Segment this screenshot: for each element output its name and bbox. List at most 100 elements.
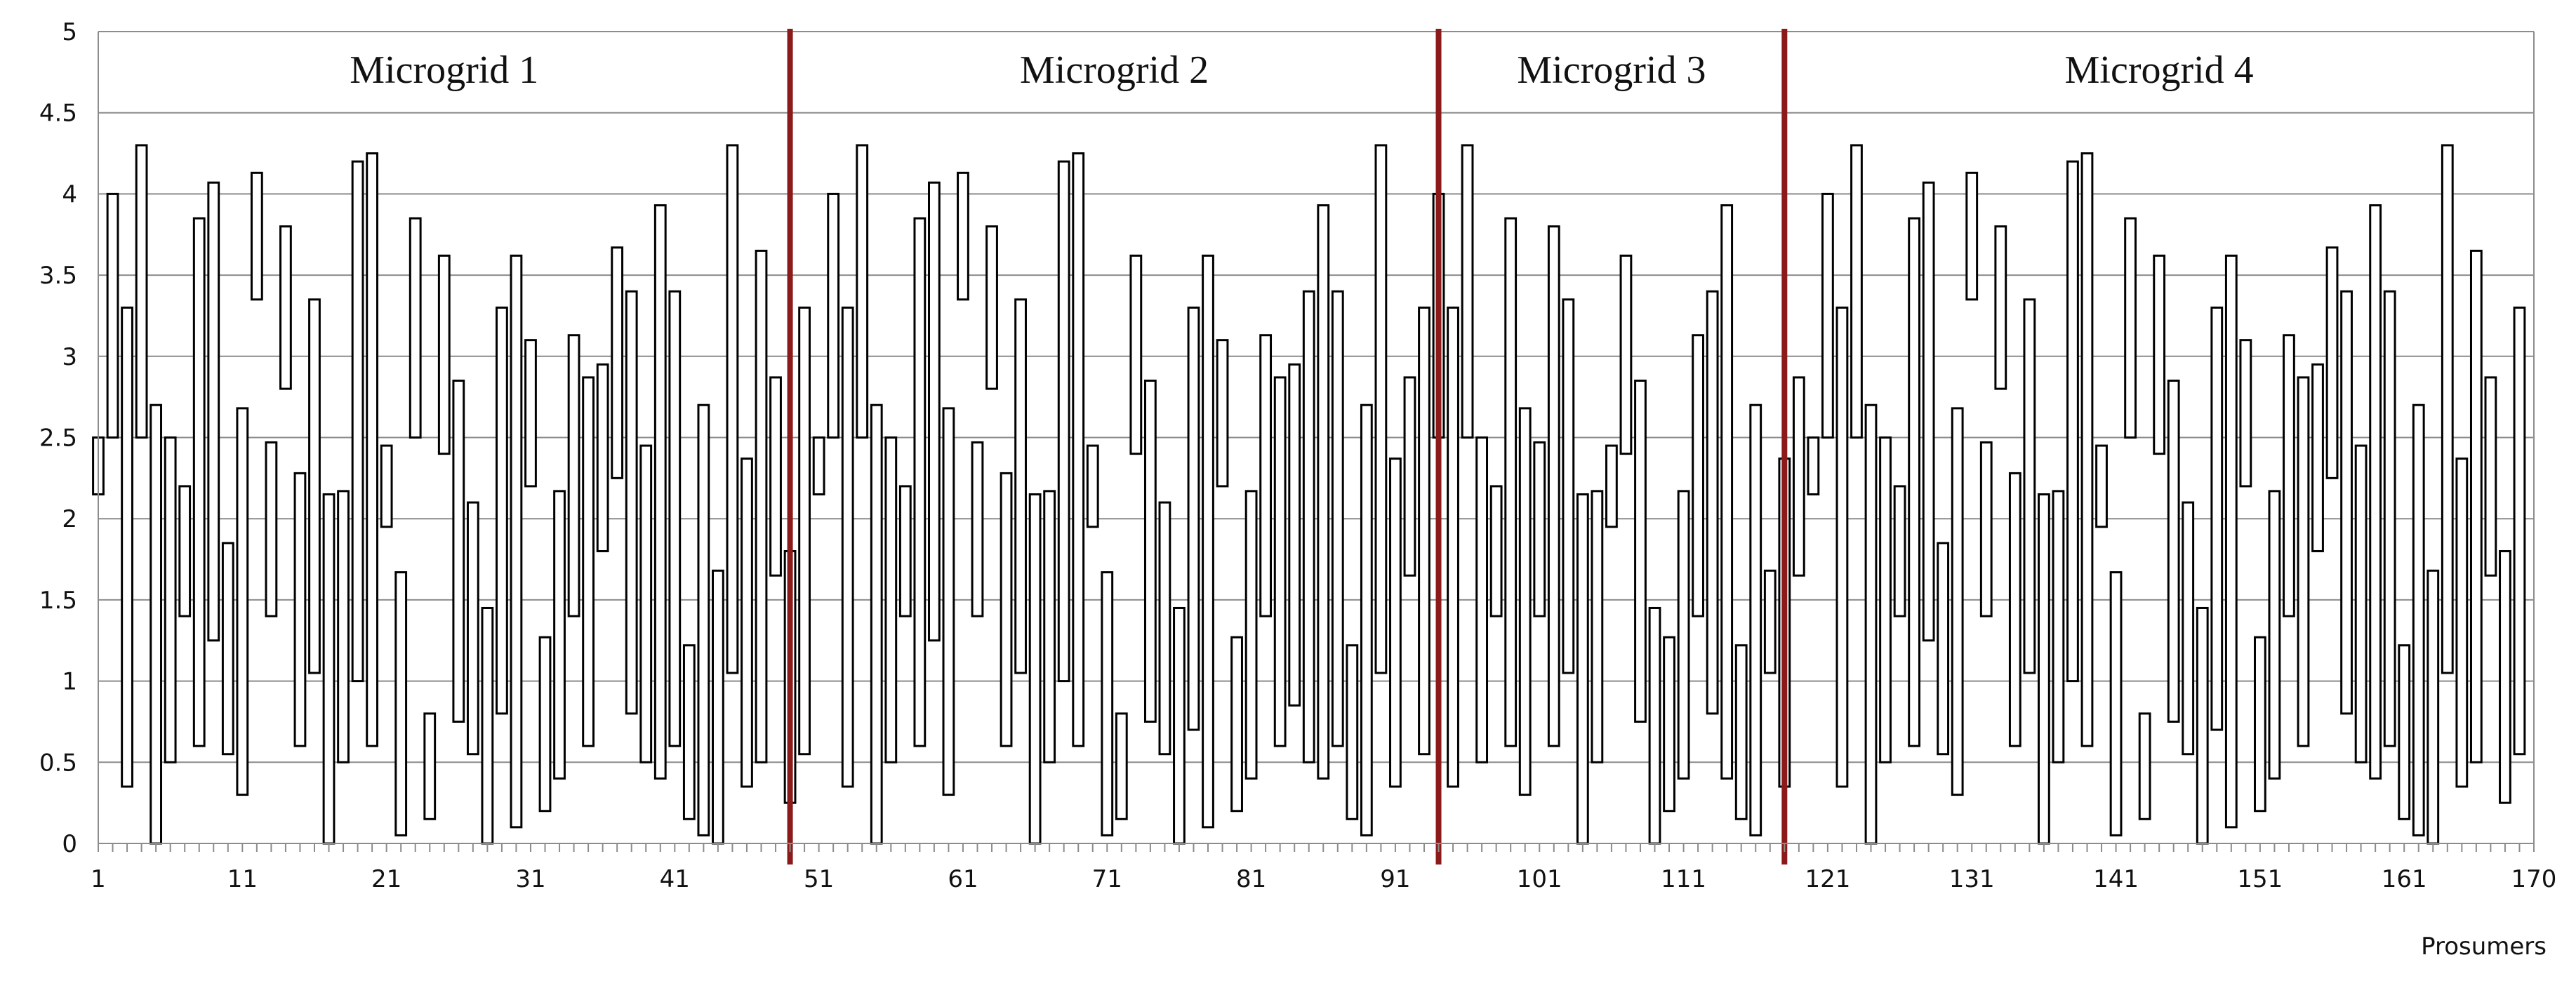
range-bar [1937, 542, 1950, 756]
y-tick-label: 3 [62, 343, 77, 371]
x-tick-label: 101 [1517, 865, 1562, 893]
range-bar [2469, 249, 2483, 763]
range-bar [265, 441, 278, 618]
y-tick-label: 3.5 [39, 262, 77, 290]
range-bar [481, 606, 494, 845]
x-tick-label: 51 [804, 865, 834, 893]
y-tick-label: 5 [62, 18, 77, 46]
range-bar [1216, 339, 1229, 488]
range-bar [1807, 436, 1820, 495]
range-bar [1043, 490, 1056, 763]
range-bar [2138, 712, 2151, 820]
range-bar [2398, 644, 2411, 820]
range-bar [1447, 306, 1459, 788]
range-bar [1605, 444, 1618, 528]
range-bar [1504, 217, 1518, 747]
range-bar [221, 542, 234, 756]
range-bar [293, 472, 307, 747]
range-bar [437, 254, 451, 455]
x-tick-label: 81 [1236, 865, 1266, 893]
range-bar [2038, 493, 2050, 845]
range-bar [2023, 298, 2036, 674]
range-bar [1835, 306, 1849, 788]
range-bar [1706, 290, 1719, 715]
range-bar [596, 363, 609, 552]
range-bar [279, 225, 292, 390]
range-bar [2340, 290, 2353, 715]
range-bar [639, 444, 653, 763]
range-bar [1028, 493, 1042, 845]
range-bar [898, 485, 912, 618]
labels-layer: Microgrid 1 Microgrid 2 Microgrid 3 Microgr… [350, 48, 2547, 961]
range-bar [884, 436, 898, 763]
range-bar [1072, 152, 1085, 747]
range-bar [1158, 501, 1171, 756]
range-bar [1979, 441, 1993, 618]
range-bar [653, 204, 667, 780]
range-bar [2052, 490, 2065, 763]
x-tick-label: 61 [948, 865, 978, 893]
y-tick-label: 0 [62, 830, 77, 858]
range-bar [1720, 204, 1734, 780]
range-bar [1374, 144, 1388, 674]
range-bar [524, 339, 537, 488]
range-bar [1677, 490, 1690, 780]
range-bar [1908, 217, 1920, 747]
range-bar [1648, 606, 1661, 845]
range-bar [841, 306, 854, 788]
range-bar [2499, 549, 2511, 804]
range-bar [2080, 152, 2094, 747]
range-bar [856, 144, 869, 439]
range-bar [913, 217, 927, 747]
range-bar [1346, 644, 1359, 820]
range-bar [1143, 380, 1157, 723]
range-bar [178, 485, 192, 618]
range-bar [1101, 571, 1114, 836]
range-bar [1576, 493, 1589, 845]
range-bar [1562, 298, 1575, 674]
range-bar [1749, 403, 1762, 836]
range-bar [1965, 171, 1979, 301]
range-bar [337, 490, 350, 763]
y-tick-label: 1.5 [39, 587, 77, 615]
range-bar [2066, 160, 2079, 683]
range-bar [2182, 501, 2195, 756]
range-bar [1129, 254, 1143, 455]
range-bar [106, 192, 119, 439]
range-bar [1360, 403, 1373, 836]
range-bar [697, 403, 710, 836]
range-bar [423, 712, 437, 820]
range-bar [1634, 380, 1647, 723]
range-bar [812, 436, 825, 495]
range-bar [250, 171, 263, 301]
dividers-layer [787, 29, 1788, 864]
range-bar [380, 444, 393, 528]
range-bar [1533, 441, 1546, 618]
range-bar [1000, 472, 1013, 747]
range-bar [2297, 376, 2310, 747]
x-tick-label: 131 [1949, 865, 1995, 893]
range-bar [2008, 472, 2021, 747]
range-bar [1475, 436, 1489, 763]
range-bar [2484, 376, 2497, 577]
range-bar [308, 298, 321, 674]
range-bar [1547, 225, 1560, 747]
range-bar [2239, 339, 2252, 488]
y-tick-label: 2.5 [39, 425, 77, 453]
x-tick-label: 21 [371, 865, 401, 893]
microgrid-label: Microgrid 3 [1517, 48, 1706, 92]
range-bar [2455, 458, 2469, 788]
x-tick-label: 151 [2237, 865, 2283, 893]
range-bar [409, 217, 422, 439]
range-bar [2224, 254, 2238, 829]
range-bar [553, 490, 566, 780]
range-bar [2441, 144, 2454, 674]
range-bar [207, 181, 220, 642]
range-bar [625, 290, 638, 715]
range-bar [1619, 254, 1633, 455]
range-bar [1331, 290, 1344, 747]
y-tick-label: 1 [62, 668, 77, 696]
range-bar [1850, 144, 1863, 439]
range-bar [394, 571, 408, 836]
range-bar [1418, 306, 1430, 756]
